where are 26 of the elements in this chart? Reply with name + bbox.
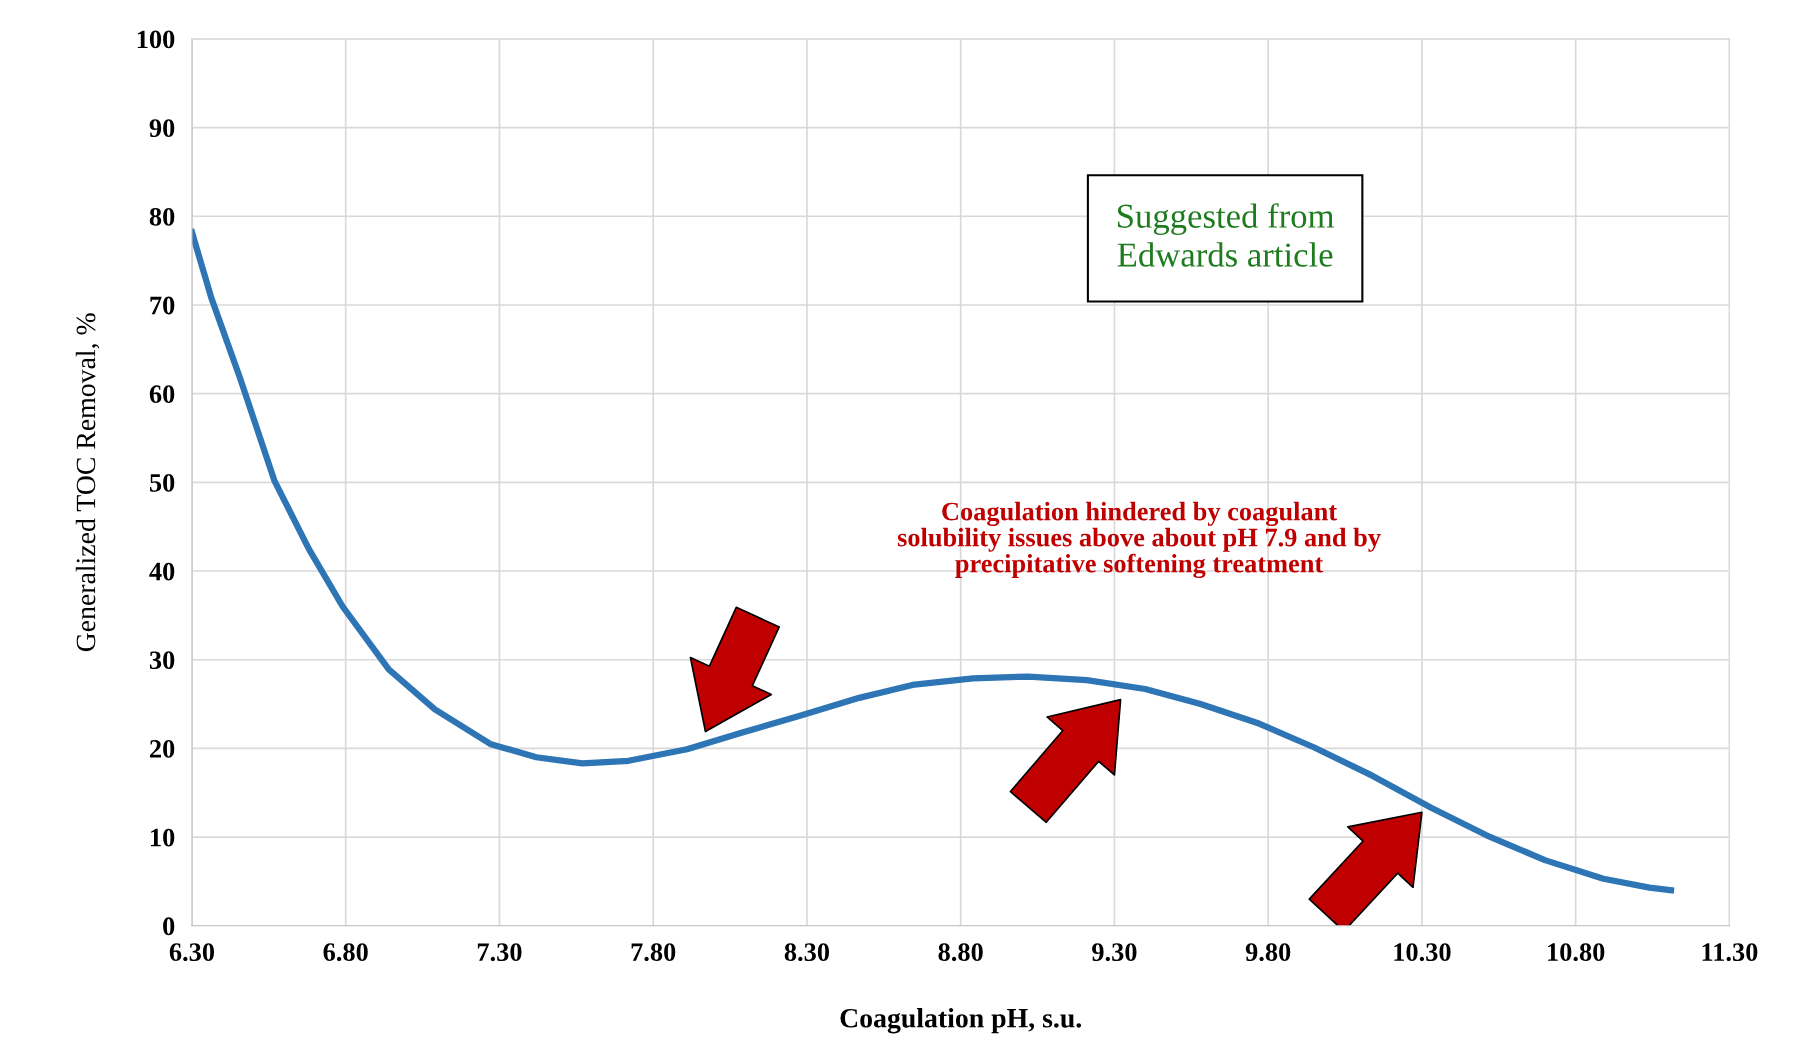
annotation: Suggested from Edwards article (1117, 203, 1335, 267)
x-tick-label: 8.80 (938, 943, 983, 962)
x-axis-title: Coagulation pH, s.u. (840, 1008, 1082, 1034)
y-tick-label: 50 (149, 473, 175, 492)
x-tick-label: 9.80 (1245, 943, 1291, 962)
x-tick-label: 9.30 (1092, 943, 1137, 962)
x-tick-label: 11.30 (1702, 943, 1758, 962)
x-tick-label: 7.80 (631, 943, 676, 962)
y-tick-label: 100 (137, 30, 175, 49)
y-tick-label: 20 (150, 740, 175, 758)
y-tick-label: 90 (149, 119, 175, 138)
annotation: Coagulation hindered by coagulant solubility issues above about pH 7.9 and by precipitative softening treatment (897, 501, 1381, 579)
y-tick-label: 60 (149, 385, 175, 404)
y-tick-label: 40 (149, 562, 175, 581)
y-tick-label: 30 (149, 651, 175, 670)
y-tick-label: 10 (151, 828, 175, 847)
y-tick-label: 80 (149, 207, 175, 226)
y-tick-label: 0 (163, 917, 175, 936)
x-tick-label: 6.30 (169, 943, 215, 962)
x-tick-label: 10.30 (1394, 943, 1451, 962)
y-axis-title: Generalized TOC Removal, % (75, 313, 100, 652)
y-tick-label: 70 (150, 296, 175, 315)
x-tick-label: 6.80 (323, 943, 368, 962)
x-tick-label: 10.80 (1548, 943, 1605, 962)
x-tick-label: 8.30 (784, 943, 830, 962)
x-tick-label: 7.30 (477, 943, 522, 962)
